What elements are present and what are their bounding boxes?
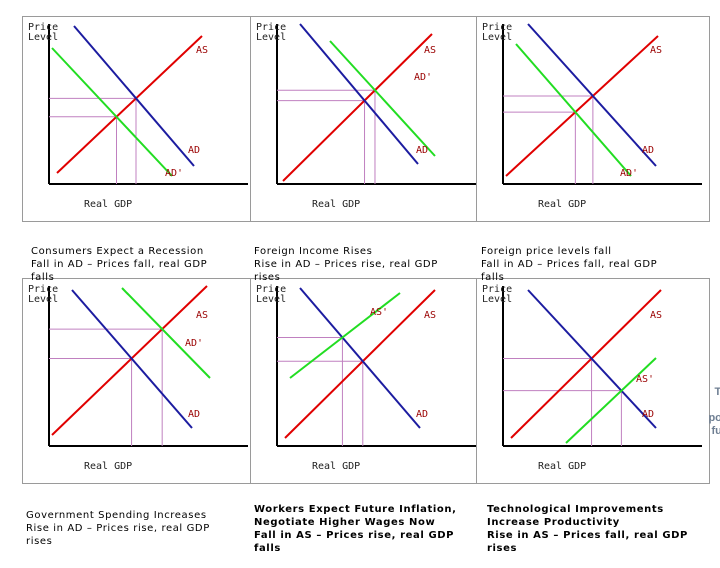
as-label: AS: [650, 310, 662, 321]
y-axis-label: Price: [482, 22, 512, 33]
x-axis-label: Real GDP: [84, 199, 132, 210]
as-curve: [56, 35, 203, 174]
shift-label: AD': [185, 338, 203, 349]
y-axis-label: Price: [28, 284, 58, 295]
caption-1: Consumers Expect a Recession Fall in AD –…: [31, 246, 208, 283]
y-axis-label: Price: [28, 22, 58, 33]
cutoff-side-text: Thtpolifull: [708, 386, 720, 437]
shift-label: AD': [620, 168, 638, 179]
panel-frame: [22, 16, 256, 222]
ad-label: AD: [416, 145, 428, 156]
as-label: AS: [196, 310, 208, 321]
shift-label: AS': [370, 307, 388, 318]
ad-shifted-curve: [515, 43, 632, 177]
x-axis-label: Real GDP: [312, 461, 360, 472]
y-axis-label: Price: [256, 22, 286, 33]
shift-label: AS': [636, 374, 654, 385]
ad-label: AD: [188, 145, 200, 156]
graph-panel-5: Price Level Real GDP AS AD AS': [250, 278, 484, 484]
ad-label: AD: [188, 409, 200, 420]
graph-panel-3: Price Level Real GDP AS AD AD': [476, 16, 710, 222]
as-curve: [284, 289, 436, 439]
graph-panel-4: Price Level Real GDP AS AD AD': [22, 278, 256, 484]
y-axis-label: Level: [256, 294, 286, 305]
ad-curve: [71, 289, 193, 429]
y-axis-label: Price: [256, 284, 286, 295]
ad-shifted-curve: [51, 47, 173, 177]
ad-curve: [73, 25, 195, 167]
x-axis-label: Real GDP: [538, 199, 586, 210]
as-shifted-curve: [565, 357, 657, 444]
ad-label: AD: [416, 409, 428, 420]
ad-label: AD: [642, 145, 654, 156]
y-axis-label: Level: [28, 294, 58, 305]
panel-frame: [22, 278, 256, 484]
caption-6: Technological Improvements Increase Produ…: [487, 504, 688, 554]
caption-4: Government Spending Increases Rise in AD …: [26, 510, 210, 547]
as-label: AS: [650, 45, 662, 56]
ad-label: AD: [642, 409, 654, 420]
y-axis-label: Level: [28, 32, 58, 43]
x-axis-label: Real GDP: [84, 461, 132, 472]
ad-shifted-curve: [121, 287, 211, 379]
ad-curve: [299, 287, 421, 429]
graph-panel-6: Price Level Real GDP AS AD AS': [476, 278, 710, 484]
as-label: AS: [196, 45, 208, 56]
x-axis-label: Real GDP: [312, 199, 360, 210]
ad-shifted-curve: [329, 40, 436, 157]
as-curve: [510, 289, 662, 439]
x-axis-label: Real GDP: [538, 461, 586, 472]
graph-panel-2: Price Level Real GDP AS AD AD': [250, 16, 484, 222]
as-label: AS: [424, 310, 436, 321]
as-curve: [51, 285, 208, 436]
caption-3: Foreign price levels fall Fall in AD – Pr…: [481, 246, 658, 283]
shift-label: AD': [165, 168, 183, 179]
y-axis-label: Level: [482, 294, 512, 305]
y-axis-label: Price: [482, 284, 512, 295]
panel-frame: [250, 16, 484, 222]
y-axis-label: Level: [256, 32, 286, 43]
as-curve: [505, 35, 659, 177]
shift-label: AD': [414, 72, 432, 83]
as-curve: [282, 33, 433, 182]
panel-frame: [476, 278, 710, 484]
caption-5: Workers Expect Future Inflation, Negotiat…: [254, 504, 457, 554]
y-axis-label: Level: [482, 32, 512, 43]
graph-panel-1: Price Level Real GDP AS AD AD': [22, 16, 256, 222]
ad-curve: [527, 289, 657, 429]
as-label: AS: [424, 45, 436, 56]
ad-curve: [527, 23, 657, 167]
ad-curve: [299, 23, 419, 165]
panel-frame: [250, 278, 484, 484]
as-shifted-curve: [289, 292, 401, 379]
caption-2: Foreign Income Rises Rise in AD – Prices …: [254, 246, 438, 283]
